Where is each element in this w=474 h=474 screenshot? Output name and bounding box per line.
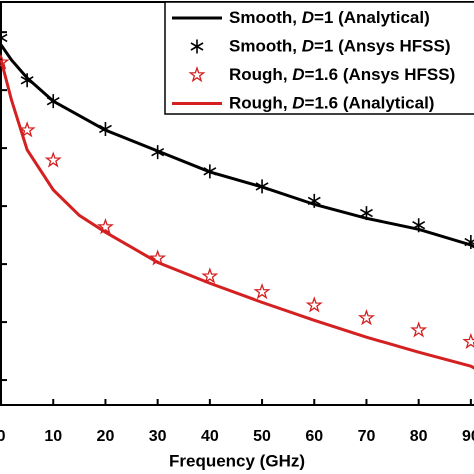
x-axis-title: Frequency (GHz): [169, 451, 305, 470]
legend-label: Rough, D=1.6 (Analytical): [229, 94, 434, 113]
asterisk-marker: [203, 164, 217, 179]
asterisk-marker: [412, 218, 426, 233]
asterisk-marker: [360, 206, 373, 221]
asterisk-marker: [151, 145, 165, 160]
series-line: [0, 59, 474, 370]
star-marker: [96, 218, 114, 235]
legend-label: Smooth, D=1 (Ansys HFSS): [229, 37, 451, 56]
x-tick-label: 30: [149, 428, 167, 445]
asterisk-marker: [20, 73, 34, 88]
x-tick-label: 40: [201, 428, 219, 445]
star-marker: [462, 332, 474, 350]
asterisk-marker: [46, 94, 60, 109]
star-marker: [305, 296, 323, 313]
star-marker: [18, 121, 36, 138]
asterisk-marker: [98, 121, 112, 136]
star-marker: [44, 151, 62, 168]
legend-label: Rough, D=1.6 (Ansys HFSS): [229, 65, 455, 84]
asterisk-marker: [255, 179, 269, 194]
x-tick-label: 0: [0, 428, 6, 445]
x-tick-label: 80: [410, 428, 428, 445]
asterisk-marker: [307, 193, 321, 208]
x-tick-label: 90: [462, 428, 474, 445]
x-tick-label: 10: [44, 428, 62, 445]
x-tick-label: 60: [305, 428, 323, 445]
x-tick-label: 50: [253, 428, 271, 445]
x-tick-label: 20: [97, 428, 115, 445]
legend-label: Smooth, D=1 (Analytical): [229, 8, 430, 27]
asterisk-marker: [190, 39, 204, 54]
x-tick-label: 70: [358, 428, 376, 445]
legend-box: [164, 1, 474, 115]
asterisk-marker: [0, 30, 8, 45]
star-marker: [357, 309, 376, 326]
star-marker: [188, 66, 206, 83]
star-marker: [410, 321, 428, 338]
asterisk-marker: [464, 235, 474, 250]
star-marker: [253, 282, 271, 300]
star-marker: [201, 267, 219, 284]
